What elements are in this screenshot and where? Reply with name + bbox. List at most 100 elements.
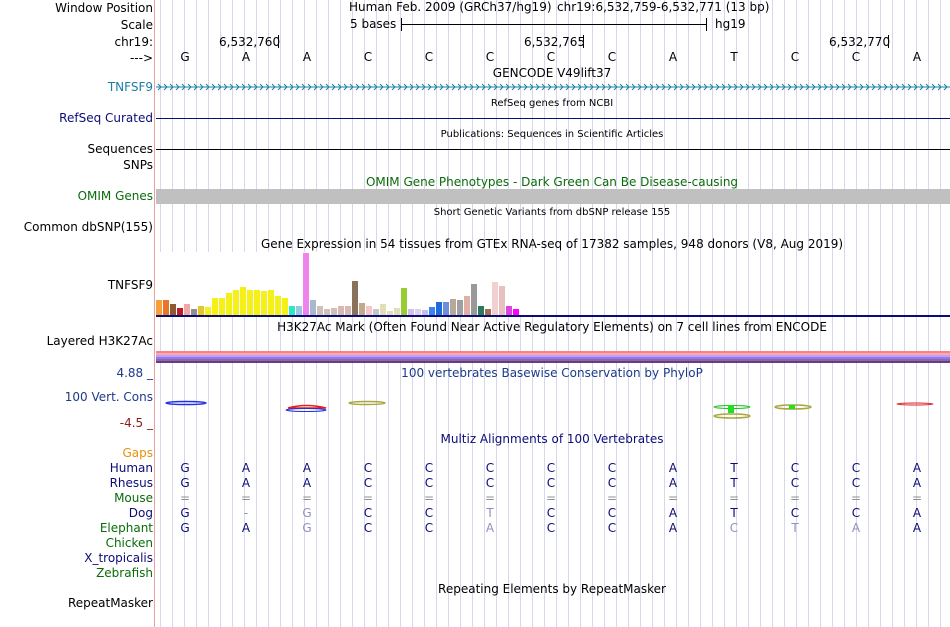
gtex-tissue-bar[interactable]: [380, 304, 386, 315]
strand-chevron: [871, 83, 876, 91]
publications-track-label[interactable]: Sequences: [87, 142, 153, 156]
gtex-tissue-bar[interactable]: [464, 296, 470, 315]
gtex-tissue-bar[interactable]: [324, 309, 330, 315]
gtex-tissue-bar[interactable]: [499, 286, 505, 315]
strand-chevron: [475, 83, 480, 91]
omim-feature[interactable]: [156, 189, 950, 204]
gtex-tissue-bar[interactable]: [233, 290, 239, 315]
publications-track-title: Publications: Sequences in Scientific Ar…: [440, 129, 664, 140]
gtex-tissue-bar[interactable]: [226, 293, 232, 315]
reference-base: C: [607, 50, 617, 64]
aligned-base: -: [243, 506, 249, 520]
gtex-tissue-bar[interactable]: [310, 300, 316, 315]
gaps-label[interactable]: Gaps: [122, 446, 153, 460]
gtex-tissue-bar[interactable]: [443, 302, 449, 315]
gtex-tissue-bar[interactable]: [240, 287, 246, 315]
gtex-tissue-bar[interactable]: [205, 307, 211, 315]
conservation-track-label[interactable]: 100 Vert. Cons: [64, 390, 153, 404]
strand-chevron: [307, 83, 312, 91]
strand-chevron: [217, 83, 222, 91]
aligned-base: =: [545, 491, 557, 505]
aligned-base: =: [911, 491, 923, 505]
gtex-tissue-bar[interactable]: [450, 299, 456, 315]
gtex-tissue-bar[interactable]: [457, 300, 463, 315]
gtex-tissue-bar[interactable]: [415, 309, 421, 315]
grid-line: [748, 0, 749, 627]
strand-chevron: [283, 83, 288, 91]
species-label-chicken[interactable]: Chicken: [105, 536, 153, 550]
gtex-tissue-bar[interactable]: [366, 306, 372, 315]
gtex-tissue-bar[interactable]: [373, 309, 379, 315]
gtex-tissue-bar[interactable]: [170, 304, 176, 315]
gtex-tissue-bar[interactable]: [352, 281, 358, 315]
gtex-tissue-bar[interactable]: [198, 306, 204, 315]
species-label-elephant[interactable]: Elephant: [99, 521, 153, 535]
species-label-mouse[interactable]: Mouse: [114, 491, 153, 505]
strand-chevron: [511, 83, 516, 91]
omim-track-label[interactable]: OMIM Genes: [77, 189, 153, 203]
gtex-tissue-bar[interactable]: [408, 309, 414, 315]
gtex-tissue-bar[interactable]: [289, 306, 295, 315]
gtex-tissue-bar[interactable]: [359, 303, 365, 315]
gtex-tissue-bar[interactable]: [261, 291, 267, 315]
strand-chevron: [157, 83, 162, 91]
gtex-tissue-bar[interactable]: [394, 308, 400, 315]
gtex-tissue-bar[interactable]: [177, 308, 183, 315]
gtex-tissue-bar[interactable]: [275, 296, 281, 315]
species-label-zebrafish[interactable]: Zebrafish: [96, 566, 153, 580]
aligned-base: G: [302, 521, 312, 535]
gtex-tissue-bar[interactable]: [436, 302, 442, 315]
gtex-tissue-bar[interactable]: [422, 310, 428, 315]
scale-label: Scale: [120, 18, 153, 32]
gtex-tissue-bar[interactable]: [401, 288, 407, 315]
gtex-tissue-bar[interactable]: [513, 309, 519, 315]
gtex-tissue-bar[interactable]: [247, 290, 253, 315]
grid-line: [868, 0, 869, 627]
gtex-tissue-bar[interactable]: [184, 304, 190, 315]
gtex-tissue-bar[interactable]: [303, 253, 309, 315]
gtex-tissue-bar[interactable]: [387, 311, 393, 315]
publications-feature[interactable]: [156, 149, 950, 150]
gtex-tissue-bar[interactable]: [471, 284, 477, 315]
gtex-tissue-bar[interactable]: [345, 306, 351, 315]
position-text[interactable]: chr19:6,532,759-6,532,771 (13 bp): [557, 0, 770, 14]
db-text: hg19: [715, 17, 746, 31]
gtex-tissue-bar[interactable]: [506, 306, 512, 315]
gtex-tissue-bar[interactable]: [317, 306, 323, 315]
species-label-x_tropicalis[interactable]: X_tropicalis: [84, 551, 153, 565]
gtex-tissue-bar[interactable]: [191, 309, 197, 315]
gtex-tissue-bar[interactable]: [338, 306, 344, 315]
gtex-tissue-bar[interactable]: [282, 298, 288, 315]
gtex-tissue-bar[interactable]: [156, 300, 162, 315]
species-label-human[interactable]: Human: [109, 461, 153, 475]
gtex-tissue-bar[interactable]: [485, 309, 491, 315]
strand-chevron: [427, 83, 432, 91]
strand-chevron: [325, 83, 330, 91]
refseq-track-label[interactable]: RefSeq Curated: [59, 111, 153, 125]
gencode-gene-feature[interactable]: [156, 82, 950, 92]
repeatmasker-track-label[interactable]: RepeatMasker: [67, 596, 153, 610]
gtex-tissue-bar[interactable]: [429, 307, 435, 315]
gencode-track-label[interactable]: TNFSF9: [107, 80, 153, 94]
gtex-tissue-bar[interactable]: [212, 298, 218, 315]
conservation-plot[interactable]: [156, 396, 950, 422]
h3k27ac-track-label[interactable]: Layered H3K27Ac: [46, 334, 153, 348]
gtex-tissue-bar[interactable]: [331, 308, 337, 315]
gtex-bar-area[interactable]: [156, 252, 536, 315]
species-label-dog[interactable]: Dog: [128, 506, 153, 520]
snps-track-label[interactable]: SNPs: [123, 158, 153, 172]
gtex-tissue-bar[interactable]: [478, 306, 484, 315]
species-label-rhesus[interactable]: Rhesus: [109, 476, 153, 490]
gtex-tissue-bar[interactable]: [219, 298, 225, 315]
strand-chevron: [361, 83, 366, 91]
dbsnp-track-label[interactable]: Common dbSNP(155): [23, 220, 153, 234]
gtex-track-label[interactable]: TNFSF9: [107, 278, 153, 292]
gtex-tissue-bar[interactable]: [254, 290, 260, 315]
gtex-tissue-bar[interactable]: [296, 306, 302, 315]
gtex-tissue-bar[interactable]: [163, 300, 169, 315]
strand-chevron: [775, 83, 780, 91]
gtex-tissue-bar[interactable]: [492, 282, 498, 315]
refseq-gene-feature[interactable]: [156, 118, 950, 119]
gtex-tissue-bar[interactable]: [268, 290, 274, 315]
h3k27ac-signal[interactable]: [156, 351, 950, 364]
